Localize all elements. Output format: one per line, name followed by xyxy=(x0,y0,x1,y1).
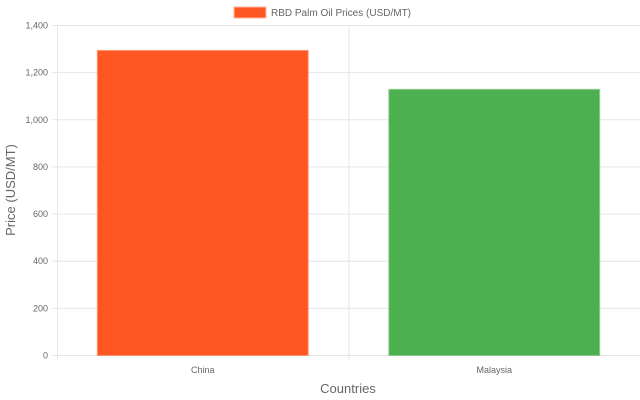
y-axis-label: Price (USD/MT) xyxy=(3,144,18,236)
y-tick-label: 200 xyxy=(33,303,48,313)
legend-swatch[interactable] xyxy=(233,6,267,19)
bar-malaysia[interactable] xyxy=(388,88,601,356)
y-axis-ticks: 0 200 400 600 800 1,000 1,200 1,400 xyxy=(25,21,48,361)
bar-china[interactable] xyxy=(96,49,309,357)
legend-label[interactable]: RBD Palm Oil Prices (USD/MT) xyxy=(271,8,411,19)
y-tick-label: 800 xyxy=(33,162,48,172)
x-axis-label: Countries xyxy=(320,381,376,396)
x-tick-label: Malaysia xyxy=(476,365,512,375)
x-axis-ticks: China Malaysia xyxy=(191,365,512,375)
y-tick-label: 1,400 xyxy=(25,21,48,31)
y-tick-label: 600 xyxy=(33,209,48,219)
x-tick-label: China xyxy=(191,365,215,375)
y-tick-label: 400 xyxy=(33,256,48,266)
legend[interactable]: RBD Palm Oil Prices (USD/MT) xyxy=(233,6,411,19)
y-tick-label: 1,000 xyxy=(25,115,48,125)
bars xyxy=(96,49,601,357)
y-tick-label: 1,200 xyxy=(25,68,48,78)
y-tick-label: 0 xyxy=(43,351,48,361)
